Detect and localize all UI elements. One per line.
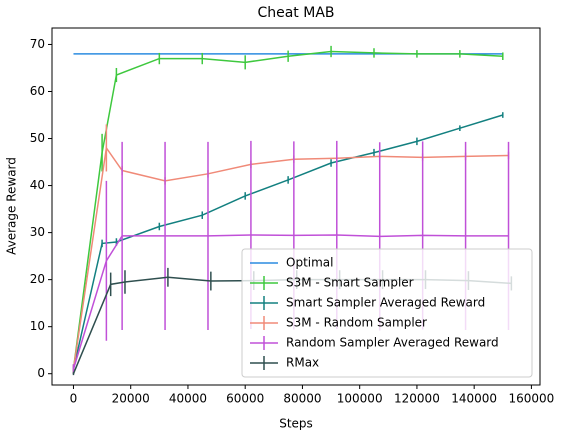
series-line <box>72 234 509 370</box>
series-line <box>72 50 503 370</box>
chart-title: Cheat MAB <box>257 5 334 21</box>
series-line <box>72 114 504 370</box>
y-tick-label: 70 <box>30 37 45 51</box>
y-tick-label: 50 <box>30 131 45 145</box>
y-axis-label: Average Reward <box>5 157 19 255</box>
series-line <box>72 145 509 370</box>
legend-label: Random Sampler Averaged Reward <box>286 336 499 350</box>
legend-label: RMax <box>286 356 319 370</box>
y-tick-label: 10 <box>30 319 45 333</box>
y-tick-label: 20 <box>30 272 45 286</box>
x-tick-label: 120000 <box>394 392 440 406</box>
x-tick-label: 0 <box>70 392 78 406</box>
legend-label: Optimal <box>286 256 333 270</box>
legend-box <box>241 248 533 378</box>
x-axis-label: Steps <box>279 417 313 431</box>
x-tick-label: 160000 <box>509 392 555 406</box>
legend: Optimal S3M - Smart Sampler Smart Sampler … <box>241 248 533 378</box>
y-tick-label: 30 <box>30 225 45 239</box>
y-tick-label: 0 <box>37 366 45 380</box>
plot-frame <box>51 27 541 386</box>
legend-label: S3M - Random Sampler <box>286 316 427 330</box>
x-tick-label: 140000 <box>451 392 497 406</box>
x-tick-label: 40000 <box>169 392 207 406</box>
x-tick-label: 20000 <box>112 392 150 406</box>
x-tick-label: 60000 <box>226 392 264 406</box>
y-tick-label: 60 <box>30 84 45 98</box>
x-tick-label: 80000 <box>283 392 321 406</box>
y-tick-label: 40 <box>30 178 45 192</box>
legend-label: S3M - Smart Sampler <box>286 276 414 290</box>
legend-label: Smart Sampler Averaged Reward <box>286 296 485 310</box>
x-tick-label: 100000 <box>337 392 383 406</box>
